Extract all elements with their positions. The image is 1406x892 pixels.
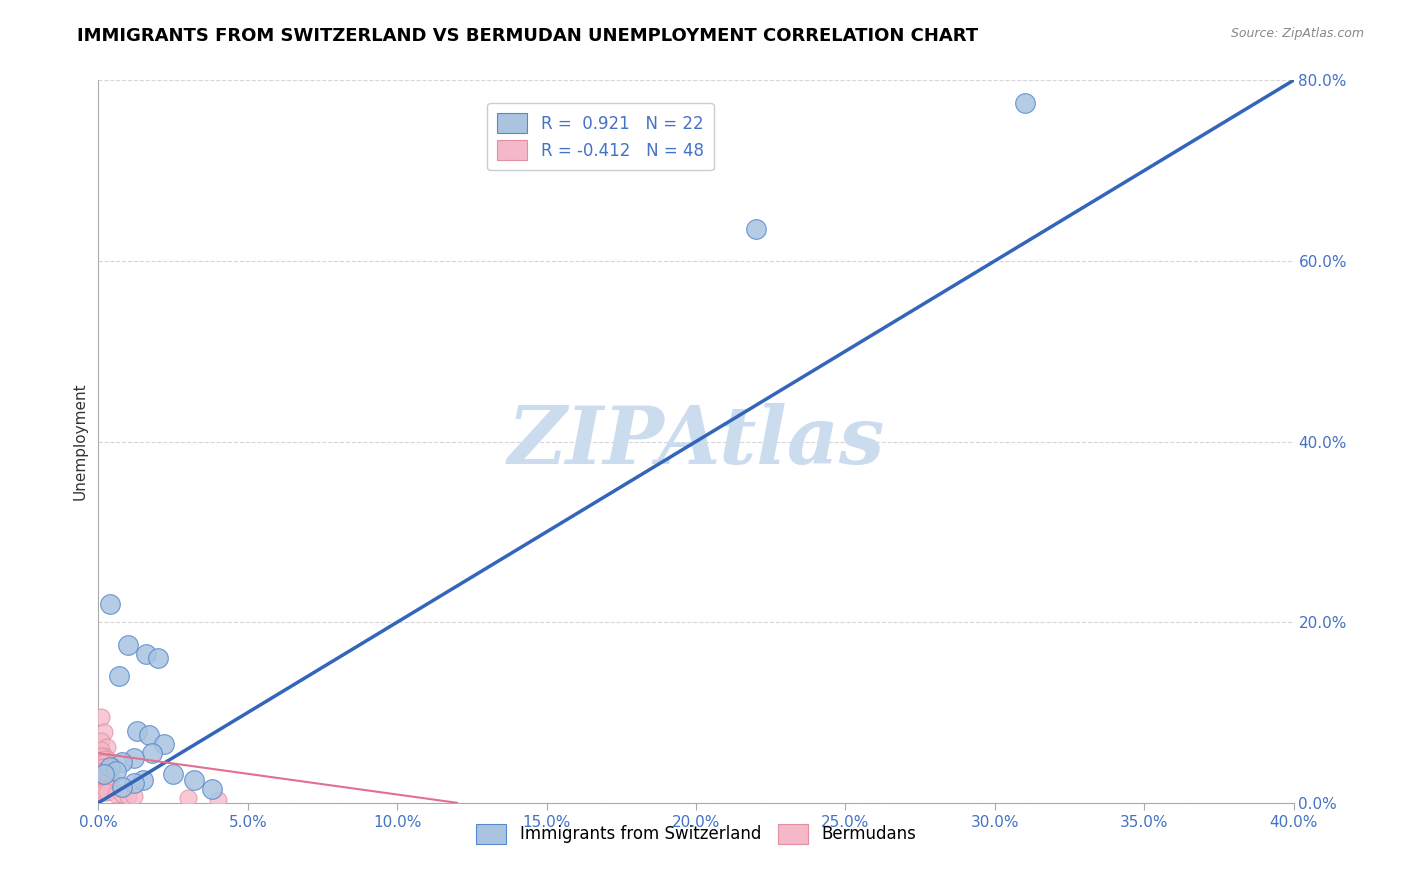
Point [90,776,112,790]
Point [98,769,122,783]
Point [1014,95,1036,110]
Point [93,760,115,774]
Point [98,756,122,770]
Point [96,760,118,774]
Point [93,748,115,763]
Point [148,651,170,665]
Point [132,773,155,788]
Point [90,785,112,799]
Point [98,782,122,797]
Point [117,789,139,803]
Point [93,764,115,779]
Point [111,755,134,769]
Point [93,725,115,739]
Point [90,760,112,774]
Point [90,710,112,724]
Point [96,776,118,790]
Point [96,769,118,783]
Point [93,782,115,797]
Point [207,793,229,807]
Point [138,728,160,742]
Point [93,776,115,790]
Point [96,780,118,794]
Point [96,785,118,799]
Point [90,756,112,770]
Point [93,767,115,781]
Point [105,764,128,779]
Point [98,597,122,611]
Point [124,750,146,764]
Point [98,760,122,774]
Point [111,780,134,794]
Point [201,782,224,797]
Point [93,772,115,787]
Point [108,669,131,683]
Point [90,769,112,783]
Point [90,743,112,757]
Point [162,767,184,781]
Point [93,769,115,783]
Point [90,782,112,797]
Point [105,787,128,801]
Point [96,782,118,797]
Point [96,739,118,754]
Legend: Immigrants from Switzerland, Bermudans: Immigrants from Switzerland, Bermudans [468,815,924,852]
Point [90,764,112,779]
Point [93,756,115,770]
Text: ZIPAtlas: ZIPAtlas [508,403,884,480]
Point [177,791,200,805]
Point [183,773,205,788]
Text: Source: ZipAtlas.com: Source: ZipAtlas.com [1230,27,1364,40]
Y-axis label: Unemployment: Unemployment [72,383,87,500]
Point [90,748,112,763]
Point [96,752,118,766]
Point [93,780,115,794]
Point [90,772,112,787]
Point [124,789,146,804]
Point [153,737,176,751]
Point [90,734,112,748]
Point [98,762,122,776]
Text: IMMIGRANTS FROM SWITZERLAND VS BERMUDAN UNEMPLOYMENT CORRELATION CHART: IMMIGRANTS FROM SWITZERLAND VS BERMUDAN … [77,27,979,45]
Point [93,752,115,766]
Point [98,780,122,794]
Point [117,638,139,652]
Point [103,782,125,797]
Point [90,780,112,794]
Point [141,746,163,760]
Point [111,787,134,801]
Point [98,772,122,787]
Point [96,772,118,787]
Point [96,764,118,779]
Point [127,723,149,738]
Point [745,222,768,236]
Point [135,647,157,661]
Point [93,785,115,799]
Point [124,776,146,790]
